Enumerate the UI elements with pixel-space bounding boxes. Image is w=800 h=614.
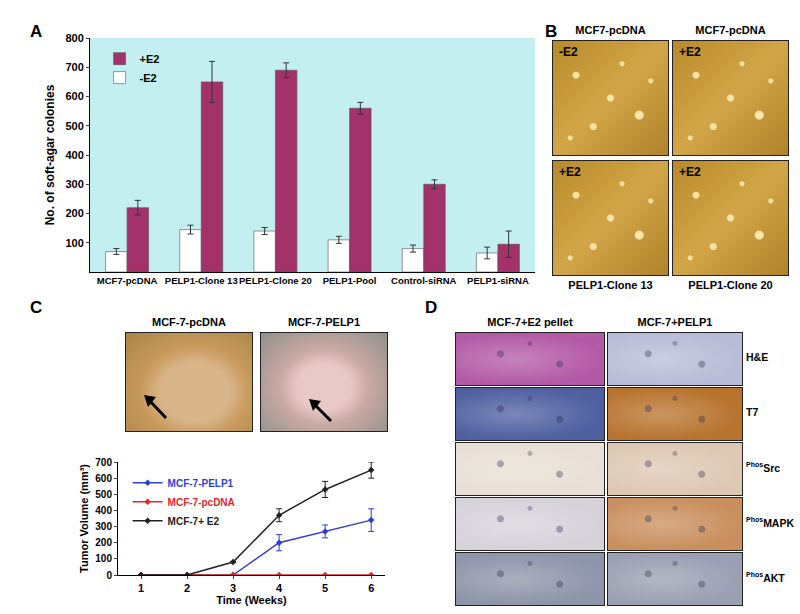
html-text:C: C	[30, 298, 43, 317]
svg-text:MCF7-pcDNA: MCF7-pcDNA	[97, 275, 158, 286]
html-text:T7: T7	[746, 406, 759, 418]
html-text:MCF-7-PELP1: MCF-7-PELP1	[287, 316, 361, 328]
html-text:-E2: -E2	[559, 45, 578, 59]
html-text:B: B	[545, 22, 558, 41]
svg-text:+E2: +E2	[140, 53, 160, 65]
svg-text:MCF-7-pcDNA: MCF-7-pcDNA	[168, 497, 235, 508]
svg-text:5: 5	[322, 582, 328, 594]
svg-text:PELP1-Clone 20: PELP1-Clone 20	[239, 275, 312, 286]
html-text:+E2: +E2	[679, 45, 701, 59]
svg-text:600: 600	[95, 473, 112, 484]
html-text:D: D	[425, 298, 438, 317]
svg-text:500: 500	[65, 120, 83, 132]
html-text:A: A	[30, 22, 43, 41]
svg-text:200: 200	[65, 207, 83, 219]
html-text:PhosAKT: PhosAKT	[746, 571, 785, 584]
svg-text:PELP1-Clone 13: PELP1-Clone 13	[165, 275, 238, 286]
svg-text:300: 300	[65, 178, 83, 190]
svg-text:100: 100	[95, 553, 112, 564]
svg-text:6: 6	[368, 582, 374, 594]
svg-text:MCF-7-PELP1: MCF-7-PELP1	[168, 478, 234, 489]
svg-text:600: 600	[65, 90, 83, 102]
svg-text:PELP1-Pool: PELP1-Pool	[323, 275, 377, 286]
svg-text:100: 100	[65, 237, 83, 249]
html-text:MCF7-pcDNA: MCF7-pcDNA	[695, 24, 766, 36]
html-text:PhosSrc: PhosSrc	[746, 461, 781, 474]
svg-text:3: 3	[230, 582, 236, 594]
html-text:MCF-7-pcDNA: MCF-7-pcDNA	[152, 316, 226, 328]
html-text:MCF-7+E2 pellet: MCF-7+E2 pellet	[487, 316, 573, 328]
svg-text:Time (Weeks): Time (Weeks)	[216, 594, 287, 606]
svg-text:PELP1-siRNA: PELP1-siRNA	[467, 275, 529, 286]
svg-text:0: 0	[106, 570, 112, 581]
html-text:H&E: H&E	[746, 351, 769, 363]
html-text:MCF7-pcDNA: MCF7-pcDNA	[575, 24, 646, 36]
svg-text:No. of soft-agar colonies: No. of soft-agar colonies	[43, 84, 57, 225]
svg-text:300: 300	[95, 521, 112, 532]
html-text:+E2: +E2	[679, 165, 701, 179]
svg-text:Control-siRNA: Control-siRNA	[391, 275, 457, 286]
html-text:PELP1-Clone 13: PELP1-Clone 13	[568, 279, 653, 291]
svg-text:400: 400	[95, 505, 112, 516]
svg-text:700: 700	[95, 457, 112, 468]
svg-text:MCF-7+ E2: MCF-7+ E2	[168, 516, 220, 527]
svg-text:400: 400	[65, 149, 83, 161]
svg-text:2: 2	[184, 582, 190, 594]
svg-text:-E2: -E2	[140, 72, 157, 84]
svg-text:200: 200	[95, 537, 112, 548]
html-text:PELP1-Clone 20: PELP1-Clone 20	[688, 279, 773, 291]
svg-text:800: 800	[65, 32, 83, 44]
svg-text:4: 4	[276, 582, 283, 594]
svg-text:Tumor Volume (mm³): Tumor Volume (mm³)	[78, 464, 90, 573]
html-text:MCF-7+PELP1: MCF-7+PELP1	[637, 316, 713, 328]
html-text:PhosMAPK: PhosMAPK	[746, 516, 794, 529]
svg-text:700: 700	[65, 61, 83, 73]
svg-text:1: 1	[138, 582, 144, 594]
svg-text:500: 500	[95, 489, 112, 500]
html-text:+E2: +E2	[559, 165, 581, 179]
